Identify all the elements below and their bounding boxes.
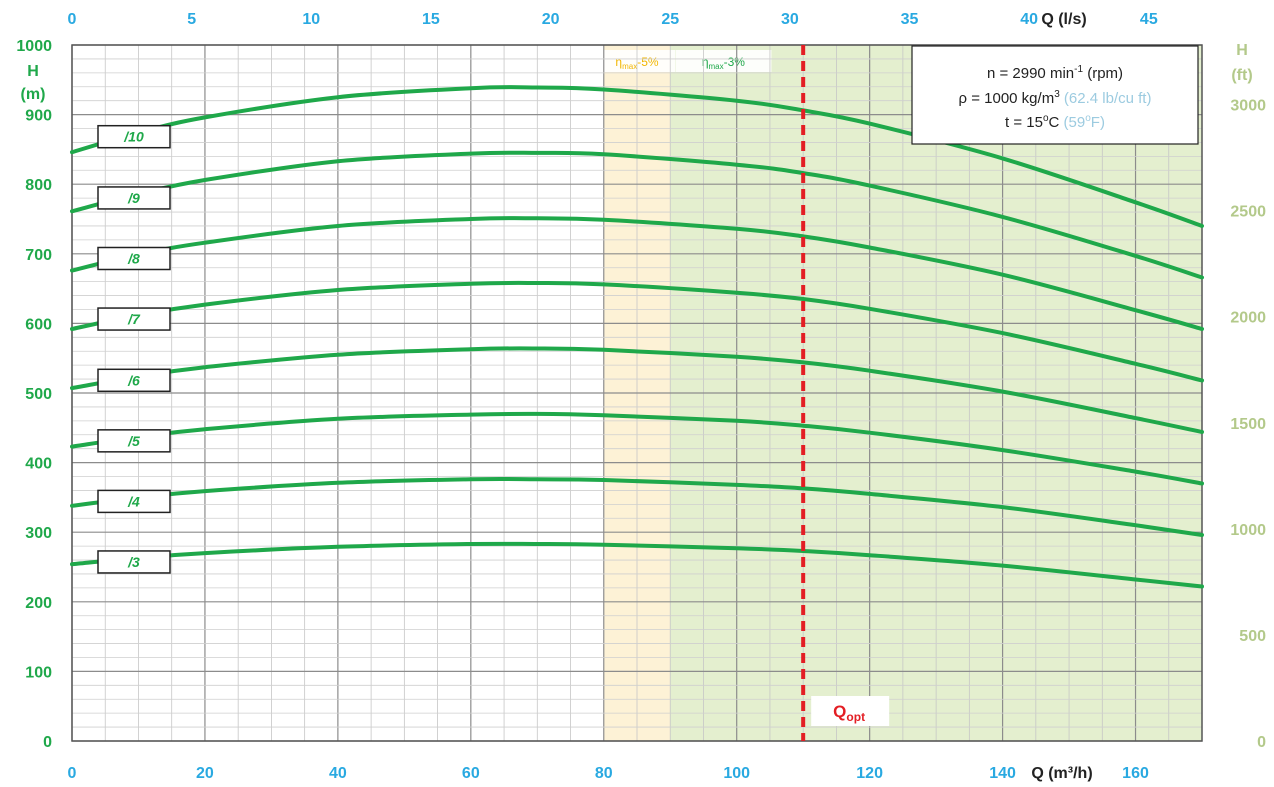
y-tick-left-800: 800 bbox=[25, 177, 52, 194]
series-label-9: /9 bbox=[127, 190, 140, 206]
x-tick-top-35: 35 bbox=[901, 11, 919, 28]
info-line-density: ρ = 1000 kg/m3 (62.4 lb/cu ft) bbox=[959, 89, 1152, 107]
y-axis-right-label-1: H bbox=[1236, 42, 1248, 59]
series-label-box-8 bbox=[97, 246, 171, 271]
y-tick-left-900: 900 bbox=[25, 108, 52, 125]
y-tick-right-0: 0 bbox=[1257, 734, 1266, 751]
series-label-box-9 bbox=[97, 186, 171, 210]
series-label-box-5 bbox=[97, 429, 171, 453]
series-label-10: /10 bbox=[123, 129, 144, 145]
x-tick-bottom-100: 100 bbox=[723, 765, 750, 782]
y-axis-left-label-1: H bbox=[27, 63, 39, 80]
y-tick-left-500: 500 bbox=[25, 386, 52, 403]
y-tick-right-500: 500 bbox=[1239, 628, 1266, 645]
series-curve-9 bbox=[70, 150, 1204, 280]
zone-label-1: ηmax-3% bbox=[702, 55, 745, 71]
x-tick-bottom-160: 160 bbox=[1122, 765, 1149, 782]
y-tick-left-1000: 1000 bbox=[16, 38, 52, 55]
series-curve-5 bbox=[70, 411, 1204, 486]
x-axis-top-label: Q (l/s) bbox=[1041, 11, 1086, 28]
series-curve-8 bbox=[70, 216, 1204, 331]
series-label-7: /7 bbox=[127, 311, 141, 327]
x-tick-top-30: 30 bbox=[781, 11, 799, 28]
series-label-5: /5 bbox=[127, 433, 140, 449]
x-tick-bottom-20: 20 bbox=[196, 765, 214, 782]
y-tick-left-300: 300 bbox=[25, 525, 52, 542]
x-axis-bottom-label: Q (m³/h) bbox=[1031, 765, 1092, 782]
series-curve-4 bbox=[70, 477, 1204, 537]
series-label-box-4 bbox=[97, 489, 171, 514]
x-tick-bottom-0: 0 bbox=[68, 765, 77, 782]
series-label-box-3 bbox=[97, 550, 171, 574]
x-tick-top-15: 15 bbox=[422, 11, 440, 28]
x-tick-bottom-60: 60 bbox=[462, 765, 480, 782]
series-label-6: /6 bbox=[127, 372, 140, 388]
y-tick-left-700: 700 bbox=[25, 247, 52, 264]
y-axis-left-label-2: (m) bbox=[21, 86, 46, 103]
y-axis-right-label-2: (ft) bbox=[1231, 67, 1252, 84]
series-label-box-6 bbox=[97, 368, 171, 393]
y-tick-right-1500: 1500 bbox=[1230, 416, 1266, 433]
plot-frame bbox=[71, 44, 1203, 742]
y-tick-right-2500: 2500 bbox=[1230, 204, 1266, 221]
x-tick-bottom-140: 140 bbox=[989, 765, 1016, 782]
y-tick-right-1000: 1000 bbox=[1230, 522, 1266, 539]
y-tick-right-2000: 2000 bbox=[1230, 310, 1266, 327]
series-label-4: /4 bbox=[127, 493, 140, 509]
x-tick-top-0: 0 bbox=[68, 11, 77, 28]
y-tick-left-600: 600 bbox=[25, 316, 52, 333]
x-tick-top-5: 5 bbox=[187, 11, 196, 28]
q-opt-label-bg bbox=[811, 696, 890, 726]
y-tick-left-400: 400 bbox=[25, 456, 52, 473]
x-tick-top-20: 20 bbox=[542, 11, 560, 28]
info-line-temperature: t = 15oC (59oF) bbox=[1005, 113, 1105, 131]
series-curve-3 bbox=[70, 541, 1204, 589]
series-curve-7 bbox=[70, 280, 1204, 383]
y-tick-left-200: 200 bbox=[25, 595, 52, 612]
axes: 0 20 40 60 80 100 120 140 160 Q (m³/h) 0 5 10 15 20 25 3… bbox=[16, 11, 1266, 782]
series-labels: /3/4/5/6/7/8/9/10 bbox=[97, 124, 171, 574]
y-tick-left-100: 100 bbox=[25, 664, 52, 681]
q-opt-layer: Qopt bbox=[801, 45, 890, 741]
info-line-speed: n = 2990 min-1 (rpm) bbox=[987, 64, 1123, 82]
zone-label-bg-1 bbox=[675, 50, 772, 72]
series-label-box-7 bbox=[97, 307, 171, 331]
series-curve-10 bbox=[70, 85, 1204, 228]
series-label-8: /8 bbox=[127, 250, 140, 266]
x-tick-top-40: 40 bbox=[1020, 11, 1038, 28]
x-tick-top-45: 45 bbox=[1140, 11, 1158, 28]
series-curve-6 bbox=[70, 346, 1204, 434]
info-box: n = 2990 min-1 (rpm) ρ = 1000 kg/m3 (62.4… bbox=[911, 45, 1199, 145]
series-label-3: /3 bbox=[127, 554, 140, 570]
x-tick-top-10: 10 bbox=[302, 11, 320, 28]
series-layer bbox=[70, 85, 1204, 589]
info-box-frame bbox=[911, 45, 1199, 145]
x-tick-bottom-80: 80 bbox=[595, 765, 613, 782]
x-tick-top-25: 25 bbox=[661, 11, 679, 28]
series-label-box-10 bbox=[97, 124, 171, 149]
zone-label-0: ηmax-5% bbox=[615, 55, 658, 71]
x-tick-bottom-120: 120 bbox=[856, 765, 883, 782]
plot-border bbox=[71, 44, 1203, 742]
y-tick-left-0: 0 bbox=[43, 734, 52, 751]
x-tick-bottom-40: 40 bbox=[329, 765, 347, 782]
y-tick-right-3000: 3000 bbox=[1230, 98, 1266, 115]
q-opt-label: Qopt bbox=[833, 702, 865, 724]
